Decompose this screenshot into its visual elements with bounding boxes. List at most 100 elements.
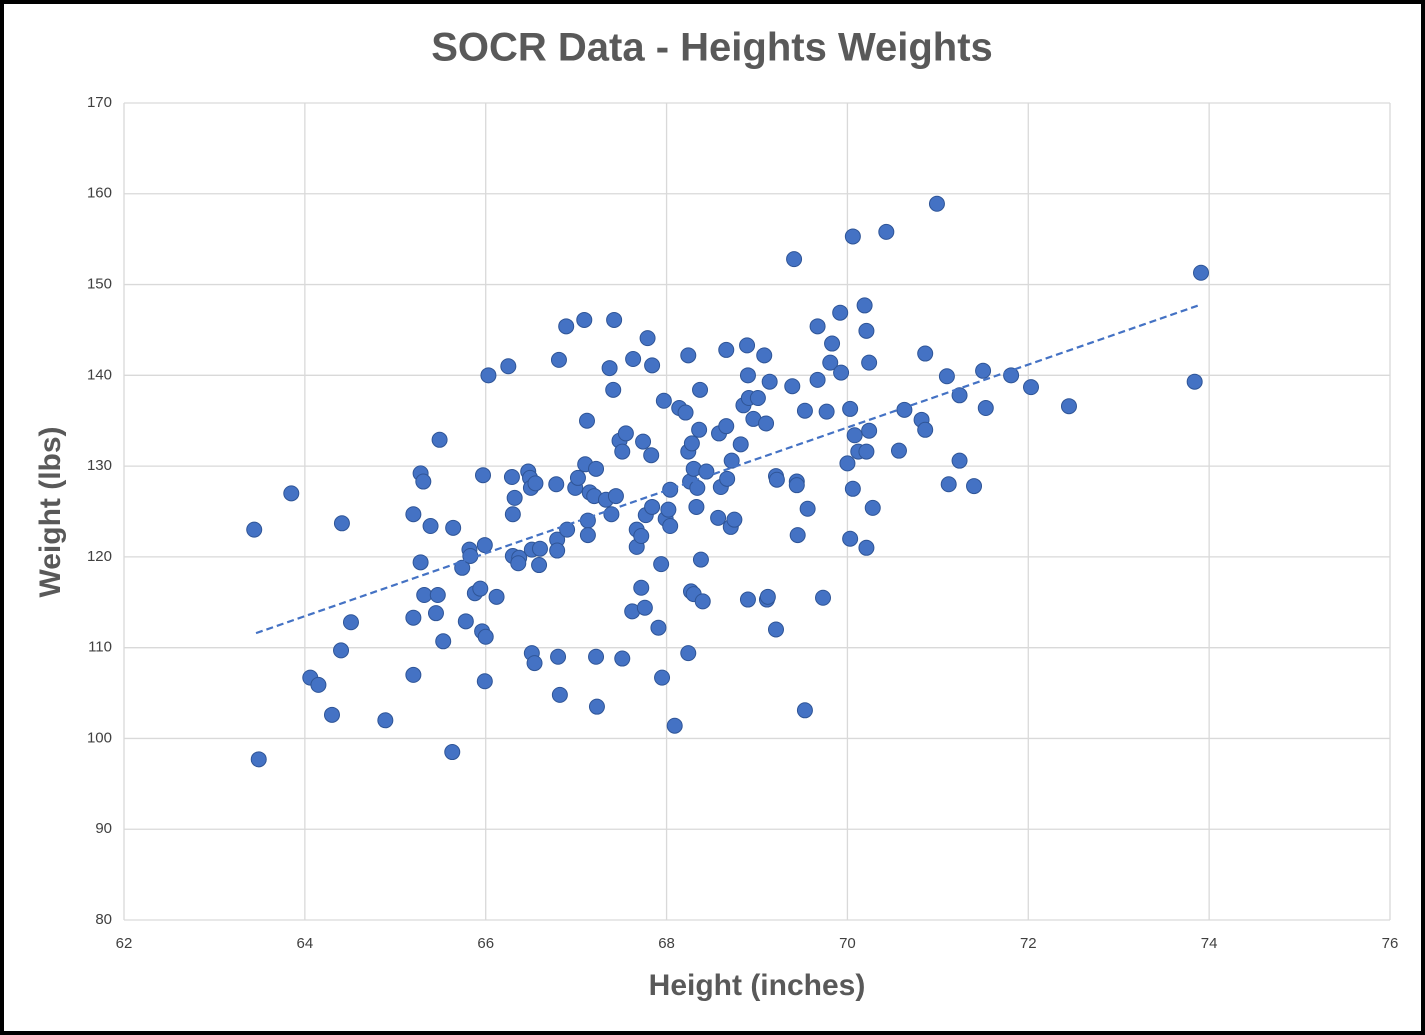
point bbox=[444, 744, 461, 761]
point bbox=[506, 489, 523, 506]
point bbox=[431, 431, 448, 448]
point bbox=[692, 551, 709, 568]
point bbox=[749, 390, 766, 407]
point bbox=[858, 443, 875, 460]
point bbox=[655, 392, 672, 409]
point bbox=[796, 402, 813, 419]
point bbox=[605, 381, 622, 398]
point bbox=[644, 498, 661, 515]
point bbox=[890, 442, 907, 459]
point bbox=[578, 412, 595, 429]
point bbox=[607, 488, 624, 505]
y-tick-label: 160 bbox=[87, 185, 112, 202]
point bbox=[726, 511, 743, 528]
point bbox=[832, 304, 849, 321]
point bbox=[856, 297, 873, 314]
point bbox=[710, 509, 727, 526]
point bbox=[683, 435, 700, 452]
point bbox=[427, 605, 444, 622]
chart-title: SOCR Data - Heights Weights bbox=[431, 26, 993, 70]
point bbox=[698, 463, 715, 480]
x-tick-label: 72 bbox=[1020, 935, 1037, 952]
point bbox=[488, 588, 505, 605]
point bbox=[1022, 379, 1039, 396]
point bbox=[858, 539, 875, 556]
point bbox=[662, 481, 679, 498]
point bbox=[689, 479, 706, 496]
point bbox=[477, 628, 494, 645]
point bbox=[603, 506, 620, 523]
point bbox=[680, 645, 697, 662]
point bbox=[660, 501, 677, 518]
point bbox=[1193, 264, 1210, 281]
point bbox=[977, 400, 994, 417]
point bbox=[723, 452, 740, 469]
point bbox=[526, 655, 543, 672]
point bbox=[761, 373, 778, 390]
point bbox=[475, 467, 492, 484]
point bbox=[415, 473, 432, 490]
point bbox=[662, 518, 679, 535]
point bbox=[878, 223, 895, 240]
point bbox=[435, 633, 452, 650]
point bbox=[966, 478, 983, 495]
point bbox=[844, 480, 861, 497]
point bbox=[809, 371, 826, 388]
point bbox=[917, 421, 934, 438]
point bbox=[550, 351, 567, 368]
point bbox=[635, 433, 652, 450]
point bbox=[550, 648, 567, 665]
point bbox=[405, 666, 422, 683]
point bbox=[951, 452, 968, 469]
point bbox=[504, 506, 521, 523]
point bbox=[975, 362, 992, 379]
point bbox=[476, 673, 493, 690]
point bbox=[548, 476, 565, 493]
point bbox=[719, 470, 736, 487]
point bbox=[718, 418, 735, 435]
point bbox=[405, 506, 422, 523]
point bbox=[527, 475, 544, 492]
point bbox=[639, 330, 656, 347]
x-tick-label: 62 bbox=[116, 935, 133, 952]
point bbox=[718, 341, 735, 358]
point bbox=[1003, 367, 1020, 384]
x-tick-label: 76 bbox=[1382, 935, 1399, 952]
point bbox=[759, 588, 776, 605]
point bbox=[510, 555, 527, 572]
x-axis-title: Height (inches) bbox=[649, 969, 866, 1002]
point bbox=[614, 443, 631, 460]
point bbox=[412, 554, 429, 571]
point bbox=[692, 381, 709, 398]
point bbox=[569, 469, 586, 486]
point bbox=[588, 648, 605, 665]
point bbox=[246, 521, 263, 538]
point bbox=[938, 368, 955, 385]
point bbox=[445, 519, 462, 536]
point bbox=[680, 347, 697, 364]
point bbox=[739, 337, 756, 354]
point bbox=[861, 422, 878, 439]
point bbox=[576, 311, 593, 328]
point bbox=[1060, 398, 1077, 415]
point bbox=[429, 587, 446, 604]
y-tick-label: 150 bbox=[87, 276, 112, 293]
point bbox=[940, 476, 957, 493]
point bbox=[756, 347, 773, 364]
x-tick-label: 70 bbox=[839, 935, 856, 952]
point bbox=[579, 527, 596, 544]
point bbox=[688, 498, 705, 515]
point bbox=[839, 455, 856, 472]
point bbox=[476, 537, 493, 554]
point bbox=[480, 367, 497, 384]
point bbox=[551, 686, 568, 703]
point bbox=[691, 421, 708, 438]
point bbox=[896, 401, 913, 418]
point bbox=[1186, 373, 1203, 390]
point bbox=[416, 587, 433, 604]
x-tick-label: 68 bbox=[658, 935, 675, 952]
point bbox=[531, 557, 548, 574]
point bbox=[822, 354, 839, 371]
